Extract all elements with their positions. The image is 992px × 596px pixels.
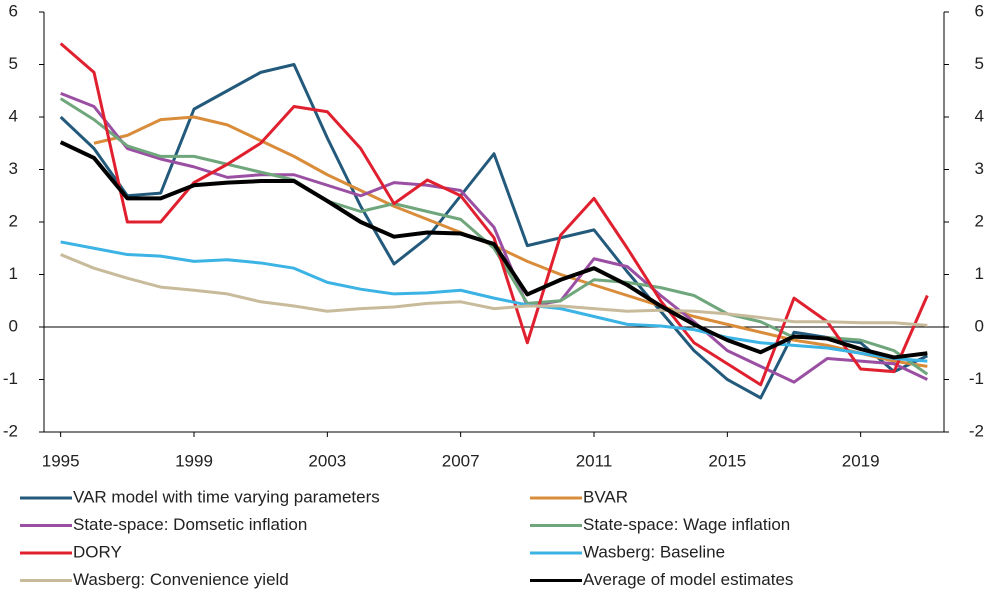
series-line	[59, 42, 929, 387]
series-line	[60, 253, 928, 327]
y2-tick-label: 4	[975, 106, 984, 125]
x-tick-label: 2011	[576, 451, 613, 470]
y-tick-label: 6	[9, 1, 18, 20]
y-tick-label: -2	[3, 421, 18, 440]
y2-tick-label: 5	[975, 54, 984, 73]
y-tick-label: 3	[9, 159, 18, 178]
series-line	[93, 115, 928, 368]
series-line	[59, 140, 928, 360]
y2-tick-label: 3	[975, 159, 984, 178]
legend-label: Wasberg: Baseline	[583, 542, 725, 561]
y2-tick-label: 1	[975, 264, 984, 283]
series-line	[60, 240, 928, 363]
x-tick-label: 1999	[175, 451, 213, 470]
x-tick-label: 2015	[708, 451, 746, 470]
y-tick-label: 0	[9, 316, 18, 335]
x-tick-label: 1995	[42, 451, 80, 470]
y-tick-label: 5	[9, 54, 18, 73]
legend-label: Wasberg: Convenience yield	[73, 570, 289, 589]
legend-label: State-space: Wage inflation	[583, 515, 790, 534]
legend-label: BVAR	[583, 487, 628, 506]
y-tick-label: 4	[9, 106, 18, 125]
x-tick-label: 2007	[442, 451, 480, 470]
y-tick-label: 2	[9, 211, 18, 230]
legend-label: VAR model with time varying parameters	[73, 487, 380, 506]
y2-tick-label: 0	[975, 316, 984, 335]
x-tick-label: 2003	[308, 451, 346, 470]
y2-tick-label: 2	[975, 211, 984, 230]
x-tick-label: 2019	[842, 451, 880, 470]
legend-label: State-space: Domsetic inflation	[73, 515, 307, 534]
legend-label: DORY	[73, 542, 122, 561]
series-line	[59, 97, 929, 376]
y-tick-label: 1	[9, 264, 18, 283]
legend-label: Average of model estimates	[583, 570, 793, 589]
y2-tick-label: 6	[975, 1, 984, 20]
series-line	[59, 63, 928, 400]
y2-tick-label: -1	[969, 369, 984, 388]
y2-tick-label: -2	[969, 421, 984, 440]
series-line	[60, 91, 928, 384]
y-tick-label: -1	[3, 369, 18, 388]
